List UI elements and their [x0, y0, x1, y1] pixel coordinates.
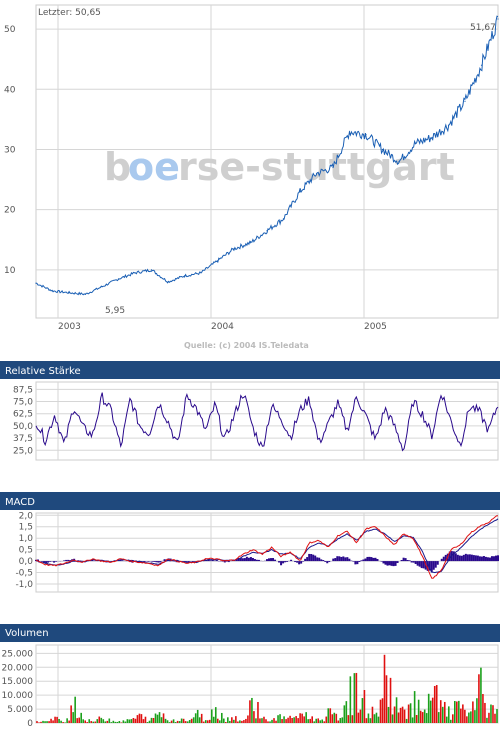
panel-frame [35, 381, 499, 461]
panel-y-tick: 75,0 [13, 398, 33, 408]
macd-header [0, 492, 500, 510]
panel-y-tick: 1,5 [19, 523, 33, 533]
rsi-line-path [35, 392, 499, 452]
panel-frame [35, 512, 499, 593]
last-price-label: Letzter: 50,65 [38, 8, 101, 18]
panel-y-tick: 20.000 [2, 663, 34, 673]
panel-y-tick: 87,5 [13, 385, 33, 395]
price-point [497, 18, 499, 20]
price-point [84, 293, 87, 295]
price-x-tick: 2003 [58, 322, 81, 332]
price-point [431, 136, 433, 139]
price-point [447, 124, 450, 126]
price-point [398, 160, 400, 163]
price-point [35, 282, 37, 284]
price-point [167, 281, 169, 283]
price-point [332, 166, 334, 169]
panel-y-tick: 50,0 [13, 422, 33, 432]
price-point [68, 292, 70, 294]
panel-y-tick: 25.000 [2, 649, 34, 659]
watermark-oe: oe [128, 145, 180, 189]
panel-y-tick: 5.000 [7, 705, 33, 715]
price-point [464, 100, 466, 102]
max-price-label: 51,67 [470, 23, 496, 33]
panel-y-tick: 25,0 [13, 446, 33, 456]
volume-panel: 25.000 20.000 15.000 10.000 5.000 0 [2, 644, 499, 729]
price-point [200, 272, 202, 274]
macd-line [35, 515, 499, 579]
price-point [117, 278, 120, 280]
volume-title: Volumen [5, 628, 49, 639]
rsi-title: Relative Stärke [5, 366, 81, 377]
price-point [299, 190, 301, 193]
panel-y-tick: 0 [27, 719, 33, 729]
rsi-header [0, 361, 500, 379]
price-point [414, 142, 417, 145]
panel-y-tick: 1,0 [19, 534, 34, 544]
panel-frame [35, 644, 499, 724]
price-point [51, 290, 54, 292]
price-x-tick: 2005 [364, 322, 387, 332]
rsi-panel: 87,5 75,0 62,5 50,0 37,5 25,0 [13, 381, 499, 461]
price-point [134, 272, 136, 274]
source-label: Quelle: (c) 2004 IS.Teledata [184, 341, 309, 350]
price-plot-frame [35, 4, 499, 319]
price-point [315, 172, 318, 175]
price-point [233, 248, 235, 250]
panel-y-tick: 0,0 [19, 557, 34, 567]
panel-y-tick: -0,5 [15, 569, 33, 579]
price-panel: 10 20 30 40 50 2003 2004 2005 b oe rse-stuttgar… [0, 0, 500, 355]
price-line-path [35, 15, 499, 296]
price-point [150, 269, 153, 271]
price-point [216, 260, 219, 262]
price-point [183, 275, 186, 277]
panel-y-tick: 2,0 [19, 511, 34, 521]
price-point [101, 286, 103, 288]
price-point [480, 64, 483, 66]
volume-header [0, 624, 500, 642]
price-point [249, 242, 252, 244]
panel-y-tick: 37,5 [13, 434, 33, 444]
macd-title: MACD [5, 497, 35, 508]
price-y-tick: 30 [4, 145, 16, 155]
panel-y-tick: -1,0 [15, 580, 33, 590]
price-x-tick: 2004 [211, 322, 234, 332]
price-point [348, 130, 351, 133]
panel-y-tick: 15.000 [2, 677, 34, 687]
price-y-tick: 10 [4, 266, 16, 276]
macd-panel: 2,0 1,51,0 0,50,0 -0,5-1,0 [15, 511, 499, 593]
min-price-label: 5,95 [105, 306, 125, 316]
watermark-rest: rse-stuttgart [178, 145, 455, 189]
price-point [266, 230, 268, 232]
watermark-b: b [104, 145, 131, 189]
price-point [282, 218, 285, 220]
panel-y-tick: 0,5 [19, 546, 33, 556]
price-point [365, 133, 367, 136]
panel-y-tick: 62,5 [13, 410, 33, 420]
price-y-tick: 40 [4, 85, 16, 95]
price-y-tick: 50 [4, 25, 16, 35]
price-y-tick: 20 [4, 206, 16, 216]
price-point [381, 148, 384, 151]
panel-y-tick: 10.000 [2, 691, 34, 701]
